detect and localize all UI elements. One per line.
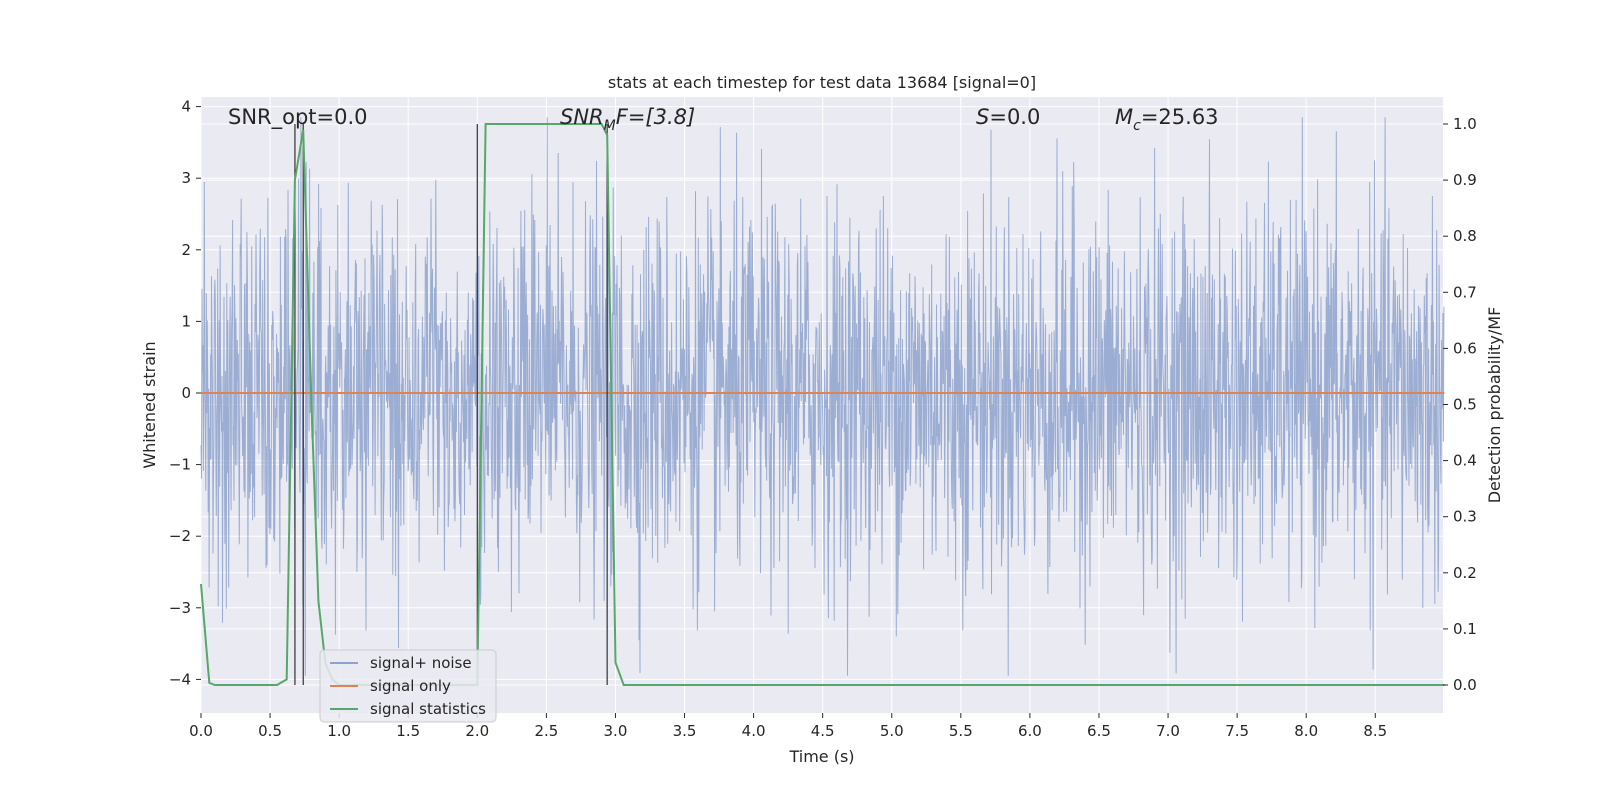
annotation-s-rest: =0.0 <box>989 105 1040 129</box>
y-right-tick-label: 0.7 <box>1453 283 1477 301</box>
y-right-tick-label: 1.0 <box>1453 115 1477 133</box>
x-tick-label: 3.0 <box>604 722 628 740</box>
x-tick-label: 6.5 <box>1087 722 1111 740</box>
y-left-axis-ticks: 4 3 2 1 0 −1 −2 −3 −4 <box>169 98 201 688</box>
y-left-tick-label: −1 <box>169 456 191 474</box>
x-tick-label: 6.0 <box>1018 722 1042 740</box>
annotation-mc-rest: =25.63 <box>1141 105 1219 129</box>
annotation-s-main: S <box>976 105 989 129</box>
y-left-tick-label: 1 <box>181 312 191 330</box>
y-left-axis-label: Whitened strain <box>140 341 159 468</box>
x-tick-label: 1.5 <box>396 722 420 740</box>
y-left-tick-label: −4 <box>169 670 191 688</box>
x-tick-label: 5.0 <box>880 722 904 740</box>
x-tick-label: 8.0 <box>1294 722 1318 740</box>
annotation-snr-mf-rest: F=[3.8] <box>616 105 695 129</box>
x-tick-label: 7.0 <box>1156 722 1180 740</box>
legend-label-signal-statistics: signal statistics <box>370 700 486 718</box>
x-tick-label: 2.0 <box>465 722 489 740</box>
x-tick-label: 2.5 <box>534 722 558 740</box>
annotation-snr-mf: SNRMF=[3.8] <box>560 105 695 134</box>
signal-noise-line <box>200 117 1445 676</box>
x-tick-label: 7.5 <box>1225 722 1249 740</box>
x-tick-label: 8.5 <box>1363 722 1387 740</box>
annotation-snr-mf-sub: M <box>604 118 616 134</box>
y-left-tick-label: −2 <box>169 527 191 545</box>
y-right-tick-label: 0.6 <box>1453 339 1477 357</box>
y-left-tick-label: 0 <box>181 384 191 402</box>
y-right-tick-label: 0.3 <box>1453 508 1477 526</box>
x-tick-label: 4.0 <box>742 722 766 740</box>
y-right-tick-label: 0.0 <box>1453 676 1477 694</box>
y-left-tick-label: −3 <box>169 599 191 617</box>
y-right-tick-label: 0.1 <box>1453 620 1477 638</box>
y-right-tick-label: 0.4 <box>1453 452 1477 470</box>
y-right-axis-ticks: 1.0 0.9 0.8 0.7 0.6 0.5 0.4 0.3 0.2 0.1 0.0 <box>1443 115 1477 694</box>
annotation-snr-opt: SNR_opt=0.0 <box>228 105 368 130</box>
x-tick-label: 0.5 <box>258 722 282 740</box>
y-left-tick-label: 2 <box>181 241 191 259</box>
y-right-axis-label: Detection probability/MF <box>1485 307 1504 504</box>
chart-title: stats at each timestep for test data 136… <box>608 73 1036 92</box>
x-tick-label: 4.5 <box>811 722 835 740</box>
legend: signal+ noise signal only signal statist… <box>319 649 497 723</box>
annotation-mc: Mc=25.63 <box>1115 105 1219 134</box>
legend-label-signal-noise: signal+ noise <box>370 654 472 672</box>
legend-box <box>319 649 497 723</box>
annotation-mc-main: M <box>1115 105 1133 129</box>
annotation-snr-mf-main: SNR <box>560 105 604 129</box>
annotation-s: S=0.0 <box>976 105 1040 129</box>
y-right-tick-label: 0.2 <box>1453 564 1477 582</box>
legend-label-signal-only: signal only <box>370 677 451 695</box>
y-right-tick-label: 0.5 <box>1453 396 1477 414</box>
x-axis-label: Time (s) <box>788 747 854 766</box>
x-tick-label: 0.0 <box>189 722 213 740</box>
y-left-tick-label: 4 <box>181 98 191 116</box>
annotation-mc-sub: c <box>1133 118 1141 134</box>
y-left-tick-label: 3 <box>181 169 191 187</box>
x-axis-ticks: 0.0 0.5 1.0 1.5 2.0 2.5 3.0 3.5 4.0 4.5 5.0 5.5 6.0 6… <box>189 713 1387 740</box>
x-tick-label: 1.0 <box>327 722 351 740</box>
y-right-tick-label: 0.8 <box>1453 227 1477 245</box>
x-tick-label: 3.5 <box>673 722 697 740</box>
signal-noise-series <box>200 117 1445 676</box>
x-tick-label: 5.5 <box>949 722 973 740</box>
y-right-tick-label: 0.9 <box>1453 171 1477 189</box>
